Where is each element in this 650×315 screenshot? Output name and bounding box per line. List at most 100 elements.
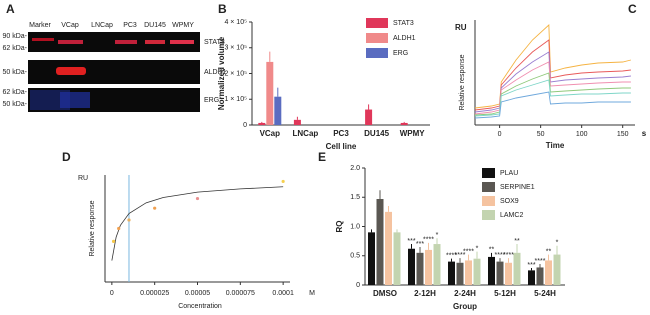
y-axis-label: Relative response: [89, 200, 96, 256]
x-tick-label: LNCap: [293, 129, 319, 138]
significance: ****: [455, 252, 466, 259]
point: [153, 206, 157, 210]
x-tick-label: 0.000075: [226, 290, 255, 297]
bar: [528, 270, 535, 285]
x-tick-label: 5-12H: [494, 289, 516, 298]
bar: [456, 262, 464, 285]
lane-label: LNCap: [91, 22, 113, 29]
significance: *: [436, 232, 439, 239]
y-tick-label: 0.5: [350, 253, 360, 260]
significance: ****: [463, 248, 474, 255]
legend-label: LAMC2: [500, 212, 523, 219]
legend-label: ERG: [393, 50, 408, 57]
bar: [365, 109, 373, 125]
legend-label: STAT3: [393, 20, 414, 27]
x-tick-label: 150: [617, 131, 629, 138]
significance: ****: [423, 237, 434, 244]
band: [115, 40, 137, 44]
legend-label: PLAU: [500, 170, 518, 177]
significance: *: [476, 245, 479, 252]
kda-label: 50 kDa-: [2, 101, 27, 108]
legend-swatch: [482, 182, 495, 192]
y-tick-label: 1.5: [350, 194, 360, 201]
x-tick-label: DMSO: [373, 289, 397, 298]
x-axis-label: Time: [546, 141, 565, 150]
significance: ***: [527, 262, 535, 269]
lane-label: PC3: [123, 22, 137, 29]
panel-letter: D: [62, 150, 71, 164]
sensorgram-line: [474, 39, 631, 111]
bar: [393, 232, 401, 285]
significance: ****: [446, 253, 457, 260]
bar: [368, 232, 375, 285]
x-tick-label: 0: [110, 290, 114, 297]
protein-label: STAT3: [204, 39, 225, 46]
point: [195, 196, 200, 201]
bar: [496, 261, 504, 285]
panel-letter: E: [318, 150, 326, 164]
legend-swatch: [366, 18, 388, 28]
lane-label: VCap: [61, 22, 79, 29]
panel-letter: C: [628, 2, 637, 16]
x-axis-label: Concentration: [178, 303, 222, 310]
bar: [385, 211, 392, 285]
bar: [536, 267, 544, 285]
legend-label: ALDH1: [393, 35, 416, 42]
y-tick-label: 2.0: [350, 165, 360, 172]
band: [32, 38, 54, 41]
legend-swatch: [482, 210, 495, 220]
x-tick-label: 2-12H: [414, 289, 436, 298]
legend-swatch: [366, 48, 388, 58]
x-tick-label: 5-24H: [534, 289, 556, 298]
y-tick-label: 0: [356, 282, 360, 289]
bar: [274, 96, 282, 125]
point: [117, 226, 121, 231]
bar: [408, 248, 415, 285]
y-tick-label: 1 × 10⁵: [224, 96, 247, 103]
x-unit: M: [309, 290, 315, 297]
panel-letter: B: [218, 2, 227, 16]
x-tick-label: DU145: [364, 129, 389, 138]
panel-letter: A: [6, 2, 15, 16]
band: [58, 40, 83, 44]
kda-label: 62 kDa-: [2, 45, 27, 52]
bar: [553, 254, 561, 285]
sensorgram-line: [474, 91, 631, 119]
protein-label: ALDH1: [204, 69, 227, 76]
significance: ***: [407, 238, 415, 245]
x-tick-label: 0.00005: [185, 290, 210, 297]
y-unit: RU: [455, 23, 467, 32]
x-tick-label: VCap: [260, 129, 281, 138]
point: [281, 179, 285, 184]
significance: **: [546, 248, 552, 255]
bar: [266, 61, 274, 125]
blot-strip: [28, 32, 200, 52]
protein-label: ERG: [204, 97, 219, 104]
y-axis-label: Relative response: [459, 54, 466, 110]
y-unit: RU: [78, 175, 88, 182]
significance: ****: [495, 252, 506, 259]
significance: ****: [503, 252, 514, 259]
significance: **: [489, 247, 495, 254]
x-tick-label: 0.0001: [272, 290, 294, 297]
x-tick-label: 0.000025: [140, 290, 169, 297]
y-tick-label: 4 × 10⁵: [224, 19, 247, 26]
legend-swatch: [482, 168, 495, 178]
band: [145, 40, 165, 44]
bar: [433, 244, 441, 285]
kda-label: 50 kDa-: [2, 69, 27, 76]
x-unit: s: [642, 129, 647, 138]
point: [127, 218, 131, 222]
legend-swatch: [366, 33, 388, 43]
panel-a: A: [6, 2, 200, 112]
kda-label: 62 kDa-: [2, 89, 27, 96]
bar: [505, 262, 512, 285]
bar: [416, 252, 424, 285]
bar: [488, 256, 495, 285]
legend-label: SERPINE1: [500, 184, 535, 191]
lane-label: Marker: [29, 22, 51, 29]
significance: ***: [416, 241, 424, 248]
bar: [545, 260, 552, 285]
significance: ****: [535, 258, 546, 265]
